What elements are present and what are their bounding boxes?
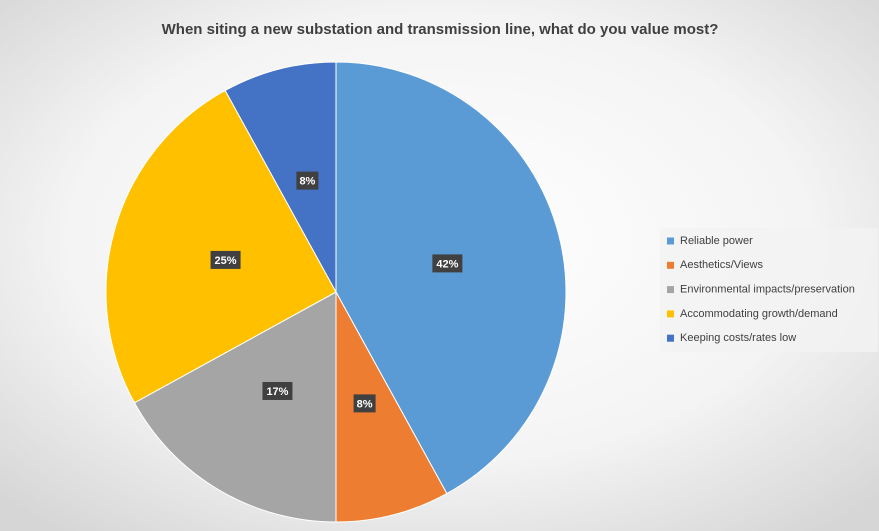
legend-label: Aesthetics/Views [680,259,763,271]
data-label-box [210,250,241,269]
data-label-box [262,381,293,400]
chart-title: When siting a new substation and transmi… [162,21,719,38]
legend-marker [667,237,674,245]
legend-label: Environmental impacts/preservation [680,284,855,296]
data-label: 8% [357,398,373,410]
legend-label: Keeping costs/rates low [680,332,796,344]
legend-label: Reliable power [680,235,753,247]
data-label-box [432,254,463,273]
pie-slice [335,61,567,495]
data-label: 42% [436,258,458,270]
pie-slice [335,291,448,523]
data-label-box [296,171,319,190]
legend-marker [667,334,674,342]
legend-label: Accommodating growth/demand [680,308,838,320]
data-label-box [353,394,376,413]
data-label: 25% [215,255,237,267]
legend-marker [667,261,674,269]
data-label: 8% [299,176,315,188]
legend-marker [667,310,674,318]
legend-marker [667,286,674,294]
pie-slice [133,291,337,523]
legend-box [660,228,878,352]
pie-slice [224,61,337,293]
pie-slice [105,89,337,404]
data-label: 17% [266,386,288,398]
